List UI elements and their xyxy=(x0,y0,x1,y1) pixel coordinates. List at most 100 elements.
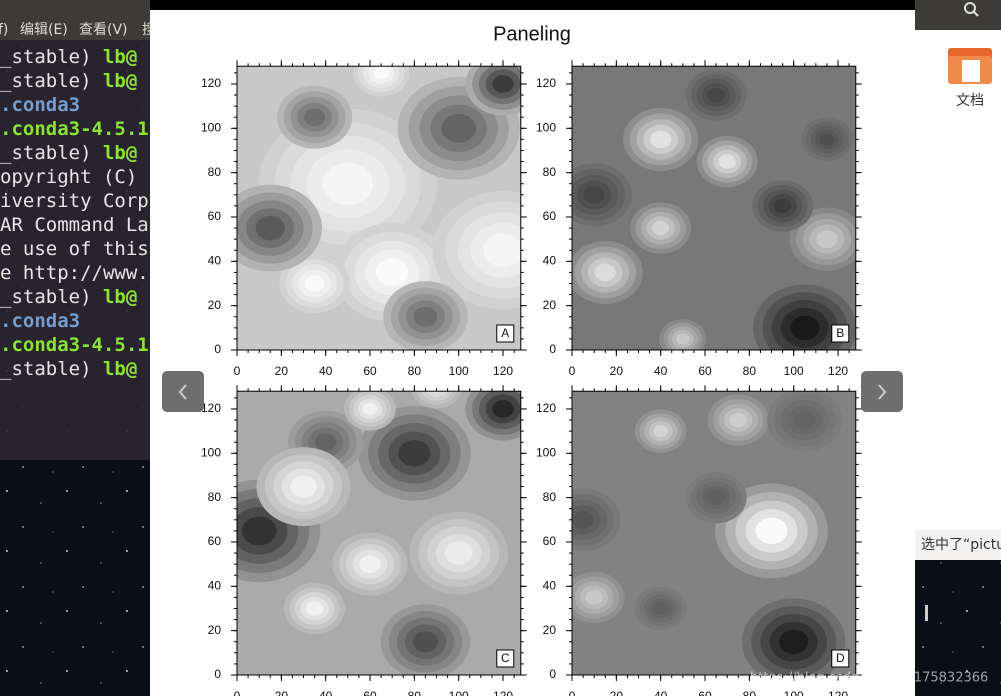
terminal-line: _stable) lb@ xyxy=(0,358,137,380)
files-header xyxy=(915,0,1001,30)
contour-band xyxy=(304,275,325,292)
status-bar xyxy=(915,530,1001,560)
panel: 0 20 40 60 80 100 120 0 20 40 60 80 100 120 B xyxy=(536,60,862,378)
menu-item[interactable]: 查看(V) xyxy=(79,22,128,38)
panel: 0 20 40 60 80 100 120 0 20 40 60 80 100 120 D xyxy=(536,385,862,696)
y-tick-label: 100 xyxy=(201,445,221,459)
contour-band xyxy=(375,258,409,287)
status-text: 选中了“pictu xyxy=(921,537,1001,553)
terminal-menubar xyxy=(0,0,150,40)
x-tick-label: 80 xyxy=(408,689,422,696)
panel-label: C xyxy=(501,651,510,665)
panel-label-box xyxy=(496,649,515,668)
terminal-line: e use of this xyxy=(0,238,149,260)
prev-button[interactable] xyxy=(162,371,204,412)
contour-band xyxy=(790,315,820,341)
next-arrow xyxy=(878,384,887,400)
contour-band xyxy=(594,263,616,282)
viewer-topbar xyxy=(150,0,915,10)
y-tick-label: 40 xyxy=(208,578,222,592)
axes-frame xyxy=(571,390,857,676)
contour-field xyxy=(237,66,521,350)
panel-label: A xyxy=(501,326,509,340)
prev-arrow xyxy=(178,384,187,400)
x-tick-label: 0 xyxy=(569,364,576,378)
y-tick-label: 0 xyxy=(549,667,556,681)
contour-band xyxy=(483,233,521,267)
next-button[interactable] xyxy=(861,371,903,412)
x-tick-label: 100 xyxy=(784,689,804,696)
panel-label: D xyxy=(836,651,845,665)
y-tick-label: 120 xyxy=(536,401,556,415)
y-tick-label: 120 xyxy=(201,401,221,415)
x-tick-label: 20 xyxy=(610,364,624,378)
terminal-segment: AR Command La xyxy=(0,214,149,236)
menu-item[interactable]: 编辑(E) xyxy=(20,22,68,38)
y-tick-label: 80 xyxy=(543,490,557,504)
terminal-segment: .conda3 xyxy=(0,94,80,116)
terminal-segment: _stable) xyxy=(0,70,103,92)
x-tick-label: 80 xyxy=(408,364,422,378)
terminal-segment: e http://www. xyxy=(0,262,149,284)
x-tick-label: 20 xyxy=(610,689,624,696)
contour-band xyxy=(653,602,668,615)
x-tick-label: 80 xyxy=(743,689,757,696)
y-tick-label: 40 xyxy=(543,578,557,592)
contour-band xyxy=(676,333,690,345)
x-tick-label: 20 xyxy=(275,689,289,696)
terminal-segment: iversity Corpo xyxy=(0,190,160,212)
terminal-segment: lb@ xyxy=(103,286,137,308)
contour-band xyxy=(492,75,514,93)
y-tick-label: 60 xyxy=(543,534,557,548)
menu-item[interactable]: f) xyxy=(0,22,8,38)
contour-band xyxy=(653,425,668,438)
terminal-line: _stable) lb@ xyxy=(0,286,137,308)
search-icon-handle xyxy=(973,11,979,17)
x-tick-label: 120 xyxy=(828,689,848,696)
contour-band xyxy=(315,433,337,452)
folder-label[interactable]: 文档 xyxy=(956,93,984,109)
y-tick-label: 20 xyxy=(208,298,222,312)
panel-label-box xyxy=(496,324,515,343)
files-pane xyxy=(915,30,1001,530)
terminal-segment: _stable) xyxy=(0,358,103,380)
contour-band xyxy=(413,306,438,327)
contour-band xyxy=(290,475,317,498)
terminal-segment: _stable) xyxy=(0,142,103,164)
x-tick-label: 100 xyxy=(449,689,469,696)
contour-band xyxy=(755,517,788,545)
terminal-line: .conda3-4.5.1 xyxy=(0,118,149,140)
contour-band xyxy=(729,412,747,428)
y-tick-label: 40 xyxy=(543,253,557,267)
x-tick-label: 80 xyxy=(743,364,757,378)
panel: 0 20 40 60 80 100 120 0 20 40 60 80 100 120 A xyxy=(201,60,527,378)
x-tick-label: 0 xyxy=(569,689,576,696)
axes-frame xyxy=(571,65,857,351)
figure-title: Paneling xyxy=(493,23,571,45)
y-tick-label: 20 xyxy=(543,298,557,312)
terminal-segment: lb@ xyxy=(103,142,137,164)
contour-band xyxy=(707,87,725,103)
contour-band xyxy=(816,230,838,249)
contour-band xyxy=(322,162,374,205)
contour-band xyxy=(444,541,473,565)
x-tick-label: 120 xyxy=(828,364,848,378)
contour-band xyxy=(412,631,439,653)
y-tick-label: 0 xyxy=(214,342,221,356)
terminal-segment: .conda3-4.5.1 xyxy=(0,334,149,356)
contour-band xyxy=(305,601,324,616)
y-tick-label: 120 xyxy=(201,76,221,90)
y-tick-label: 100 xyxy=(201,120,221,134)
panel: 0 20 40 60 80 100 120 0 20 40 60 80 100 120 C xyxy=(201,385,527,696)
x-tick-label: 120 xyxy=(493,689,513,696)
contour-band xyxy=(241,516,277,546)
x-tick-label: 20 xyxy=(275,364,289,378)
axes-frame xyxy=(236,65,522,351)
terminal xyxy=(0,40,150,460)
contour-band xyxy=(441,113,476,143)
search-icon[interactable] xyxy=(964,2,976,14)
terminal-line: iversity Corpo xyxy=(0,190,160,212)
terminal-segment: .conda3-4.5.1 xyxy=(0,118,149,140)
x-tick-label: 40 xyxy=(654,689,668,696)
